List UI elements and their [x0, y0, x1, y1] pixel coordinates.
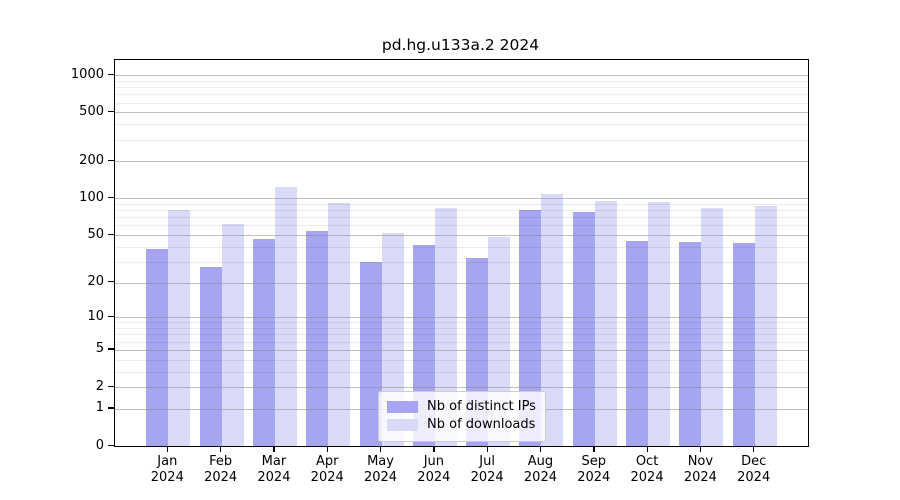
x-tick-mark: [273, 446, 275, 452]
y-axis-tick-label: 200: [79, 152, 104, 168]
x-tick-mark: [326, 446, 329, 452]
bar-downloads: [701, 207, 724, 446]
legend-swatch-distinct-ips: [387, 401, 418, 413]
legend: Nb of distinct IPs Nb of downloads: [378, 391, 546, 442]
y-axis-tick-label: 10: [87, 308, 104, 324]
x-axis-tick-label: Dec 2024: [737, 454, 771, 485]
y-axis-tick-label: 0: [95, 437, 104, 453]
bar-downloads: [168, 210, 191, 446]
bar-downloads: [648, 202, 671, 446]
y-tick-mark: [108, 281, 114, 283]
y-tick-mark: [108, 348, 114, 350]
y-tick-mark: [108, 407, 114, 409]
bar-downloads: [541, 194, 564, 446]
x-tick-mark: [539, 446, 542, 452]
legend-item-downloads: Nb of downloads: [387, 417, 537, 433]
x-tick-mark: [753, 446, 755, 452]
y-axis-tick-label: 20: [87, 274, 104, 290]
x-axis-tick-label: Jul 2024: [470, 454, 504, 485]
x-tick-mark: [486, 446, 488, 452]
plot-area: [114, 59, 809, 447]
bar-distinct-ips: [359, 261, 382, 446]
x-tick-mark: [166, 446, 169, 452]
y-axis-tick-label: 1: [95, 400, 104, 416]
y-tick-mark: [108, 110, 114, 113]
y-tick-mark: [108, 444, 114, 446]
bar-distinct-ips: [626, 240, 649, 446]
bar-downloads: [434, 207, 457, 446]
legend-label-distinct-ips: Nb of distinct IPs: [427, 399, 536, 414]
bar-downloads: [274, 186, 297, 446]
x-axis-tick-label: Sep 2024: [577, 454, 611, 485]
y-tick-mark: [108, 233, 114, 235]
y-tick-mark: [108, 385, 114, 387]
chart-title: pd.hg.u133a.2 2024: [381, 36, 540, 54]
x-axis-tick-label: May 2024: [363, 454, 398, 485]
x-tick-mark: [699, 446, 702, 452]
x-axis-tick-label: Nov 2024: [683, 454, 717, 485]
bar-distinct-ips: [306, 230, 329, 446]
x-axis-tick-label: Aug 2024: [523, 454, 557, 485]
legend-label-downloads: Nb of downloads: [427, 417, 536, 432]
x-tick-mark: [433, 446, 435, 452]
x-axis-tick-label: Apr 2024: [310, 454, 344, 485]
x-axis-tick-label: Feb 2024: [204, 454, 238, 485]
y-tick-mark: [108, 315, 114, 318]
x-axis-tick-label: Jan 2024: [150, 454, 184, 485]
y-axis-tick-label: 500: [79, 103, 104, 119]
x-axis-tick-label: Oct 2024: [630, 454, 664, 485]
legend-swatch-downloads: [387, 419, 418, 431]
bar-distinct-ips: [732, 242, 755, 446]
y-axis-tick-label: 1000: [70, 66, 104, 82]
y-axis-tick-label: 50: [87, 226, 104, 242]
bar-distinct-ips: [572, 211, 595, 446]
bar-downloads: [754, 206, 777, 446]
x-axis-tick-label: Mar 2024: [257, 454, 291, 485]
bar-distinct-ips: [679, 241, 702, 446]
y-axis-tick-label: 2: [95, 378, 104, 394]
bar-downloads: [221, 223, 244, 446]
x-tick-mark: [646, 446, 648, 452]
y-tick-mark: [108, 196, 114, 199]
legend-item-distinct-ips: Nb of distinct IPs: [387, 399, 537, 415]
y-axis-tick-label: 5: [95, 341, 104, 357]
bar-downloads: [594, 201, 617, 446]
bar-distinct-ips: [146, 249, 169, 446]
bar-downloads: [328, 202, 351, 446]
x-tick-mark: [220, 446, 222, 452]
x-axis-tick-label: Jun 2024: [417, 454, 451, 485]
bar-distinct-ips: [252, 239, 275, 446]
x-tick-mark: [593, 446, 595, 452]
y-tick-mark: [108, 159, 114, 162]
bars-layer: [115, 60, 808, 446]
y-axis-tick-label: 100: [79, 189, 104, 205]
y-tick-mark: [108, 73, 114, 76]
x-tick-mark: [380, 446, 382, 452]
bar-distinct-ips: [199, 267, 222, 446]
